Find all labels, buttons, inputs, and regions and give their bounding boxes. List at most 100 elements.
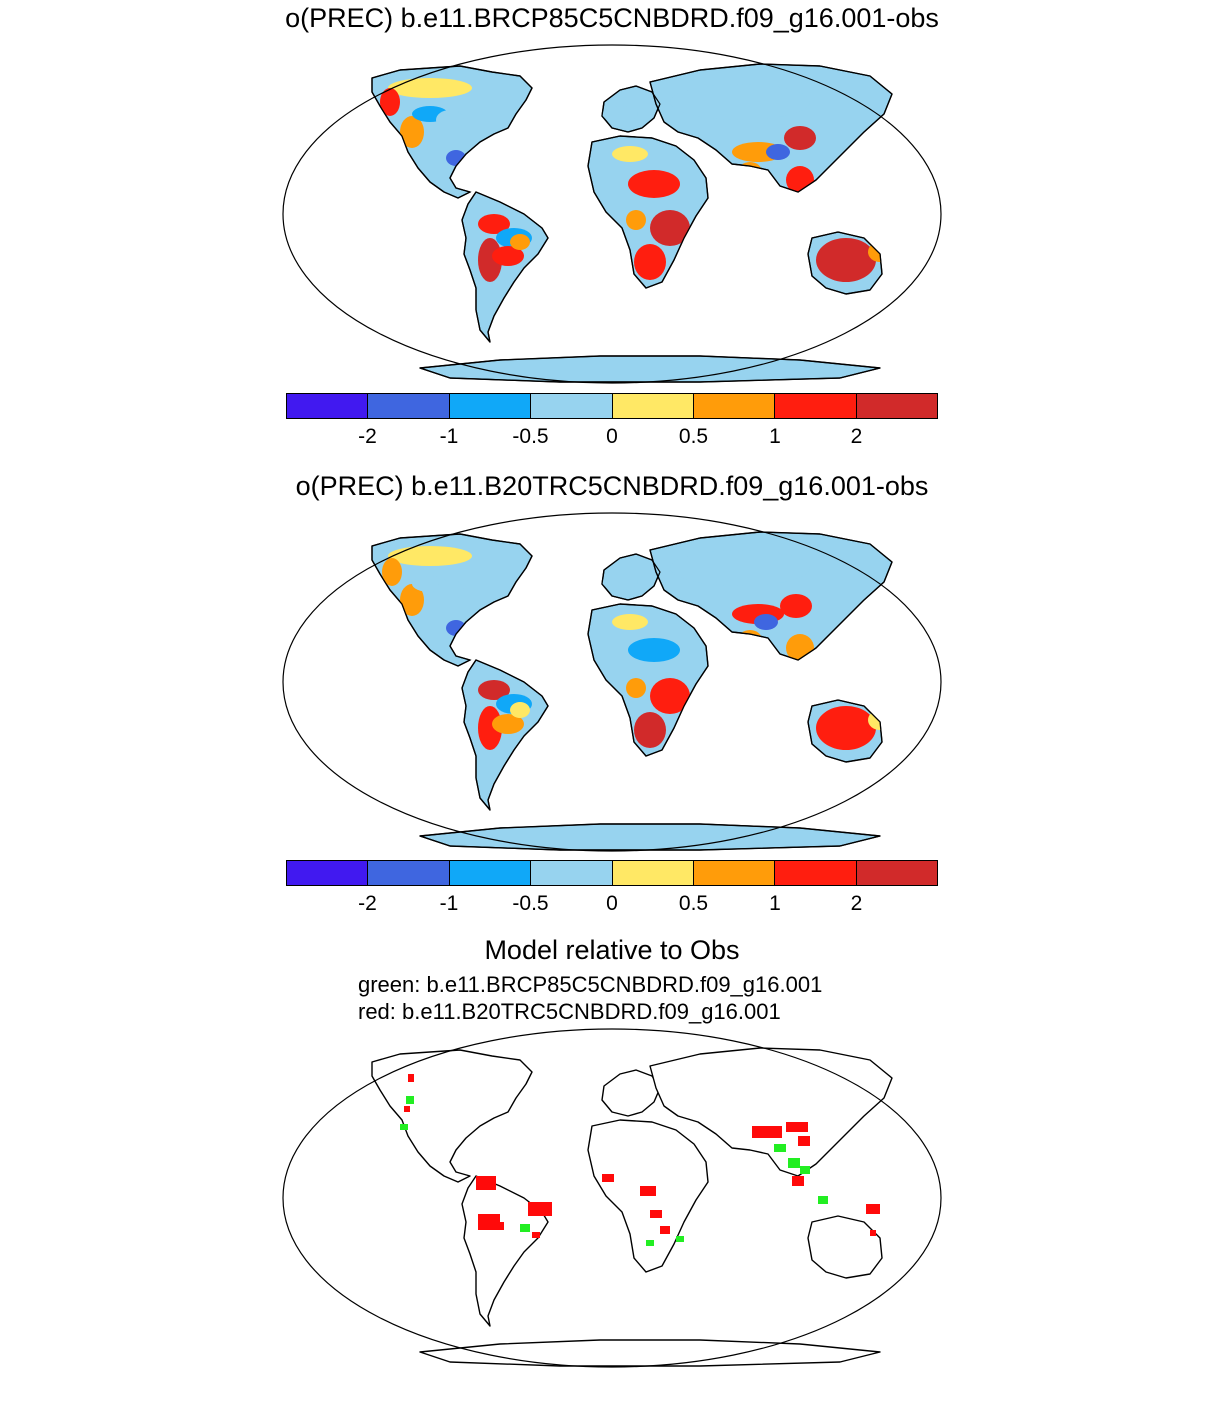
- map1-anomaly-patch: [400, 116, 424, 148]
- map1-anomaly-patch: [634, 244, 666, 280]
- map1-anomaly-patch: [612, 146, 648, 162]
- green-patch: [400, 1124, 408, 1130]
- colorbar-1-swatch: [692, 393, 776, 419]
- colorbar-2-tick-label: -0.5: [512, 892, 549, 915]
- green-patch: [646, 1240, 654, 1246]
- map1-coast-north-america: [371, 65, 533, 199]
- map1-coast-europe: [601, 85, 661, 133]
- map1-anomaly-patch: [436, 110, 464, 130]
- colorbar-1-swatch: [611, 393, 694, 419]
- comparison-title: Model relative to Obs: [484, 935, 740, 965]
- map2-anomaly-patch: [382, 558, 402, 586]
- red-patch: [478, 1214, 500, 1230]
- map1-coast-antarctica: [419, 355, 881, 383]
- green-patch: [800, 1166, 810, 1174]
- map2-anomaly-patch: [478, 706, 502, 750]
- map1-antarctica: [419, 355, 881, 383]
- green-patch: [520, 1224, 530, 1232]
- red-patch: [528, 1202, 552, 1216]
- map2-coast-asia: [649, 531, 893, 661]
- map2-projection-border: [282, 512, 942, 852]
- colorbar-2: [286, 860, 938, 886]
- colorbar-2-tick-label: 2: [850, 892, 863, 915]
- map1-anomaly-patch: [816, 238, 876, 282]
- colorbar-1-swatch: [855, 393, 938, 419]
- map2-antarctica: [419, 823, 881, 851]
- map1-anomaly-patch: [478, 214, 510, 234]
- cmp-north-america: [371, 1049, 533, 1183]
- red-patch: [496, 1222, 504, 1230]
- map2-anomaly-patch: [670, 550, 810, 586]
- green-patch: [676, 1236, 684, 1242]
- red-patch: [476, 1176, 496, 1190]
- green-patch: [818, 1196, 828, 1204]
- map1-anomaly-patch: [492, 246, 524, 266]
- colorbar-2-swatch: [367, 860, 450, 886]
- world-map-panel-2: [282, 512, 942, 852]
- red-patch: [532, 1232, 540, 1238]
- cmp-south-america: [461, 1175, 549, 1327]
- green-patch: [406, 1096, 414, 1104]
- colorbar-1-swatch: [774, 393, 857, 419]
- colorbar-2-swatch: [774, 860, 857, 886]
- map2-anomaly-patch: [650, 678, 690, 714]
- colorbar-2-tick-label: -2: [358, 892, 377, 915]
- green-patch: [774, 1144, 786, 1152]
- colorbar-2-ticks: -2 -1 -0.5 0 0.5 1 2: [286, 892, 938, 916]
- colorbar-2-swatch: [611, 860, 694, 886]
- colorbar-1-swatch: [367, 393, 450, 419]
- red-patch: [870, 1230, 876, 1236]
- colorbar-2-tick-label: 0.5: [678, 892, 709, 915]
- map1-projection-border: [282, 44, 942, 384]
- red-patch: [660, 1226, 670, 1234]
- colorbar-2-swatch: [530, 860, 613, 886]
- map2-coast-south-america: [461, 659, 549, 811]
- map2-anomaly-patch: [628, 638, 680, 662]
- map2-coast-africa: [587, 603, 709, 757]
- red-patch: [408, 1074, 414, 1082]
- map2-coast-europe: [601, 553, 661, 601]
- map1-anomaly-patch: [626, 210, 646, 230]
- colorbar-2-tick-label: 1: [769, 892, 781, 915]
- cmp-land: [371, 1047, 893, 1367]
- map2-coast-australia: [807, 699, 883, 763]
- colorbar-1: [286, 393, 938, 419]
- colorbar-2-swatch: [286, 860, 369, 886]
- map2-anomaly-patch: [388, 546, 472, 566]
- map2-anomaly-patch: [634, 712, 666, 748]
- red-patch: [752, 1126, 782, 1138]
- panel-2-title: o(PREC) b.e11.B20TRC5CNBDRD.f09_g16.001-…: [295, 471, 929, 501]
- red-patch: [786, 1122, 808, 1132]
- cmp-patches: [400, 1074, 880, 1246]
- map2-coastlines: [371, 531, 893, 851]
- world-map-comparison: [282, 1028, 942, 1368]
- map1-coastlines: [371, 63, 893, 383]
- red-patch: [792, 1176, 804, 1186]
- green-patch: [788, 1158, 800, 1168]
- colorbar-2-swatch: [448, 860, 532, 886]
- red-patch: [866, 1204, 880, 1214]
- world-map-panel-1: [282, 44, 942, 384]
- colorbar-1-tick-label: 0.5: [678, 425, 709, 448]
- map2-anomaly-patch: [816, 706, 876, 750]
- map1-anomaly-patch: [784, 126, 816, 150]
- map1-coast-asia: [649, 63, 893, 193]
- panel-1-title: o(PREC) b.e11.BRCP85C5CNBDRD.f09_g16.001…: [285, 3, 939, 33]
- map2-anomaly-patch: [626, 678, 646, 698]
- map2-anomaly-patch: [478, 680, 510, 700]
- red-patch: [404, 1106, 410, 1112]
- colorbar-2-swatch: [692, 860, 776, 886]
- map2-anomaly-patch: [780, 594, 812, 618]
- map2-anomaly-patch: [754, 614, 778, 630]
- colorbar-1-tick-label: 1: [769, 425, 781, 448]
- map1-anomaly-patch: [650, 210, 690, 246]
- red-patch: [650, 1210, 662, 1218]
- map1-anomaly-patch: [510, 234, 530, 250]
- map2-coast-north-america: [371, 533, 533, 667]
- map2-anomaly-patch: [602, 574, 638, 590]
- colorbar-1-swatch: [286, 393, 369, 419]
- map2-anomaly-patch: [492, 714, 524, 734]
- green-legend-label: green: b.e11.BRCP85C5CNBDRD.f09_g16.001: [358, 972, 823, 997]
- map2-anomaly-patch: [400, 584, 424, 616]
- red-legend-label: red: b.e11.B20TRC5CNBDRD.f09_g16.001: [358, 999, 781, 1024]
